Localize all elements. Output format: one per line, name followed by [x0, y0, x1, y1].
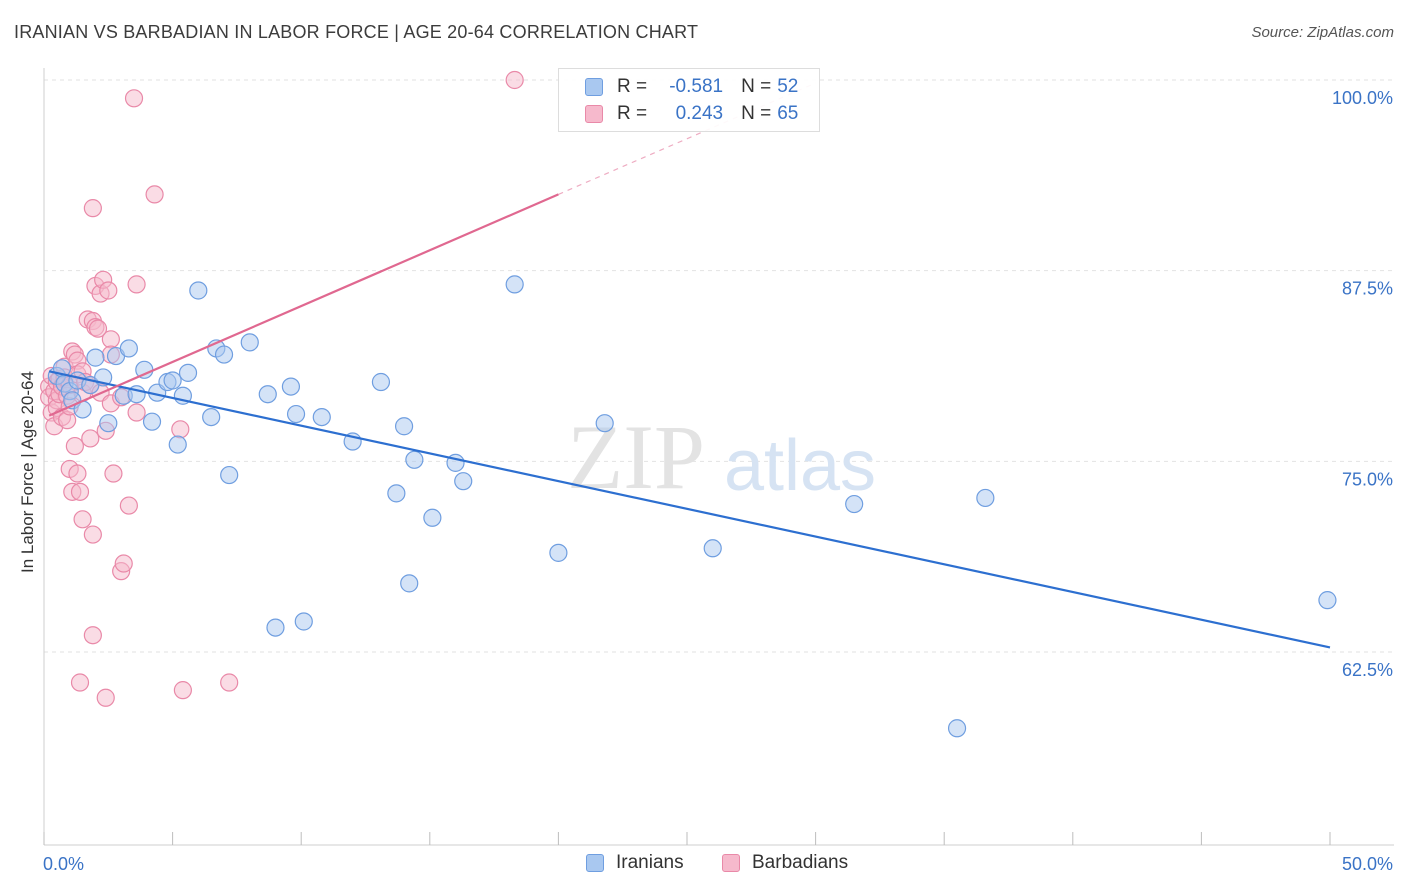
iranian-point — [258, 385, 277, 404]
iranian-point — [240, 333, 259, 352]
iranian-point — [266, 618, 285, 637]
barbadian-point — [83, 199, 102, 218]
iranian-point — [505, 275, 524, 294]
series-swatch-iranians — [586, 854, 604, 872]
iranian-point — [400, 574, 419, 593]
iranian-point — [1318, 591, 1337, 610]
barbadian-point — [127, 275, 146, 294]
correlation-legend: R = -0.581 N = 52 R = 0.243 N = 65 — [558, 68, 820, 132]
x-tick-label-min: 0.0% — [43, 854, 84, 874]
barbadian-point — [173, 681, 192, 700]
axes — [43, 68, 1394, 846]
legend-r-label: R = — [617, 103, 648, 124]
iranian-point — [178, 363, 198, 382]
chart-title: IRANIAN VS BARBADIAN IN LABOR FORCE | AG… — [14, 22, 699, 42]
legend-n-value-iranians: 52 — [777, 76, 799, 97]
iranians-points — [47, 275, 1337, 738]
barbadian-point — [65, 436, 84, 456]
watermark-zip: ZIP — [567, 406, 705, 508]
iranian-point — [294, 612, 313, 631]
iranian-point — [976, 488, 995, 508]
y-tick-label: 75.0% — [1342, 469, 1393, 489]
legend-row-barbadians: R = 0.243 N = 65 — [585, 101, 798, 127]
series-label-barbadians: Barbadians — [752, 852, 849, 873]
iranian-point — [86, 348, 105, 367]
series-legend-barbadians: Barbadians — [722, 852, 848, 874]
barbadian-point — [127, 403, 146, 422]
iranians-trend-line — [48, 370, 1331, 649]
iranian-point — [845, 494, 864, 514]
iranian-point — [371, 372, 391, 392]
barbadian-point — [81, 429, 100, 448]
iranian-point — [281, 377, 301, 396]
iranian-point — [202, 407, 221, 427]
x-tick-labels: 0.0% 50.0% — [43, 854, 1393, 874]
iranian-point — [405, 450, 424, 469]
iranian-point — [286, 404, 306, 424]
series-legend: Iranians Barbadians — [0, 852, 1406, 876]
barbadian-point — [171, 420, 190, 439]
barbadian-point — [119, 496, 138, 515]
legend-row-iranians: R = -0.581 N = 52 — [585, 74, 798, 100]
legend-r-value-barbadians: 0.243 — [675, 103, 724, 124]
watermark: ZIP atlas — [567, 406, 876, 508]
iranian-point — [595, 414, 614, 433]
series-label-iranians: Iranians — [616, 852, 684, 873]
y-tick-label: 62.5% — [1342, 660, 1393, 680]
iranian-point — [423, 508, 442, 527]
barbadian-point — [99, 281, 118, 300]
iranian-point — [387, 484, 406, 503]
iranian-point — [119, 339, 138, 358]
chart-source: Source: ZipAtlas.com — [1251, 24, 1394, 41]
gridlines — [44, 79, 1394, 653]
barbadians-trend-line — [48, 193, 559, 417]
series-legend-iranians: Iranians — [586, 852, 684, 874]
y-tick-label: 100.0% — [1332, 88, 1393, 108]
y-axis-label: In Labor Force | Age 20-64 — [18, 371, 37, 573]
iranian-point — [163, 371, 182, 390]
barbadian-point — [70, 482, 90, 501]
barbadian-point — [505, 70, 524, 90]
watermark-atlas: atlas — [724, 426, 876, 506]
iranian-point — [312, 407, 331, 427]
y-tick-label: 87.5% — [1342, 279, 1393, 299]
barbadian-point — [96, 688, 115, 707]
barbadian-point — [83, 626, 102, 645]
iranian-point — [214, 345, 234, 364]
barbadian-point — [114, 554, 133, 573]
iranian-point — [168, 435, 187, 454]
barbadian-point — [104, 464, 123, 483]
iranian-point — [549, 543, 568, 562]
barbadian-point — [83, 525, 102, 544]
legend-n-label: N = — [741, 76, 772, 97]
iranian-point — [142, 412, 162, 431]
legend-n-label: N = — [741, 103, 772, 124]
iranian-point — [220, 465, 239, 485]
barbadian-point — [145, 185, 164, 204]
iranian-point — [947, 719, 967, 738]
legend-r-label: R = — [617, 76, 648, 97]
legend-r-value-iranians: -0.581 — [669, 76, 724, 97]
iranian-point — [99, 414, 118, 433]
legend-swatch-barbadians — [585, 105, 603, 123]
iranian-point — [703, 539, 722, 558]
barbadian-point — [124, 89, 144, 108]
x-tick-label-max: 50.0% — [1342, 854, 1393, 874]
iranian-point — [454, 472, 473, 491]
barbadian-point — [68, 464, 87, 483]
legend-swatch-iranians — [585, 78, 603, 96]
barbadian-point — [88, 319, 108, 338]
series-swatch-barbadians — [722, 854, 740, 872]
legend-n-value-barbadians: 65 — [777, 103, 799, 124]
iranian-point — [189, 281, 208, 300]
iranian-point — [394, 417, 414, 436]
trend-lines — [48, 82, 1331, 649]
y-tick-labels: 62.5% 75.0% 87.5% 100.0% — [1332, 88, 1393, 680]
barbadian-point — [101, 330, 120, 349]
barbadian-point — [220, 673, 239, 692]
barbadian-point — [70, 673, 90, 692]
barbadian-point — [73, 510, 92, 529]
